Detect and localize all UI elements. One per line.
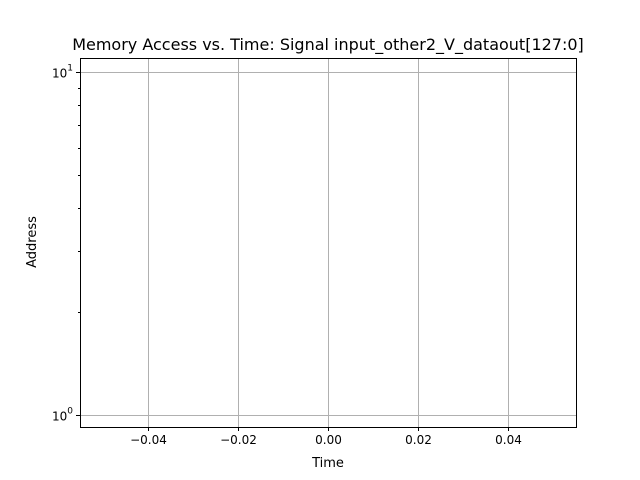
y-tick-label: 100 bbox=[52, 407, 73, 424]
plot-area: −0.04 −0.02 0.00 0.02 0.04 100 101 bbox=[52, 58, 577, 447]
x-tick-label: −0.04 bbox=[130, 433, 167, 447]
x-tick-label: 0.04 bbox=[495, 433, 522, 447]
chart-title: Memory Access vs. Time: Signal input_oth… bbox=[72, 35, 584, 55]
x-axis-label: Time bbox=[311, 456, 344, 471]
x-tick-label: 0.02 bbox=[405, 433, 432, 447]
y-axis-ticks: 100 101 bbox=[52, 64, 80, 424]
y-axis-label: Address bbox=[25, 216, 40, 268]
gridlines bbox=[80, 58, 576, 427]
x-tick-label: −0.02 bbox=[220, 433, 257, 447]
x-axis-ticks: −0.04 −0.02 0.00 0.02 0.04 bbox=[130, 427, 522, 447]
x-tick-label: 0.00 bbox=[315, 433, 342, 447]
y-tick-label: 101 bbox=[52, 64, 73, 81]
